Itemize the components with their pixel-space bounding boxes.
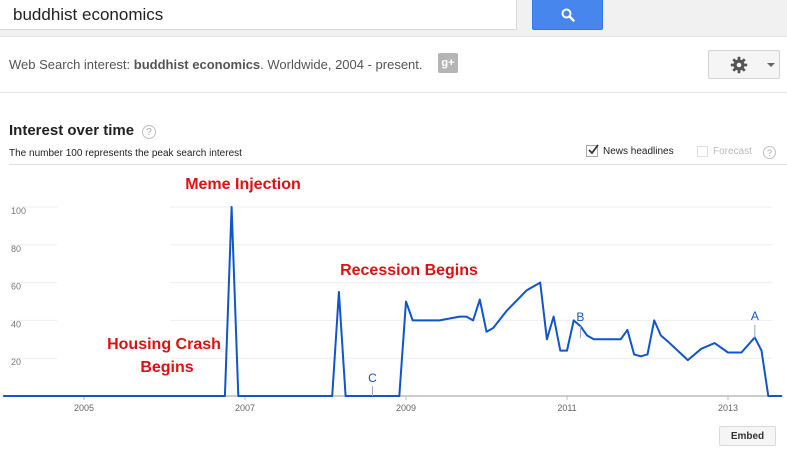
embed-label: Embed (730, 430, 765, 442)
y-tick-label: 20 (11, 357, 21, 367)
data-point (546, 338, 548, 341)
summary-term: buddhist economics (133, 57, 261, 72)
data-point (338, 291, 340, 293)
search-icon (561, 8, 575, 22)
y-tick-label: 60 (11, 282, 21, 292)
data-point (760, 349, 763, 352)
data-point (505, 310, 508, 312)
data-point (686, 359, 689, 361)
google-plus-icon[interactable]: g+ (438, 53, 458, 73)
chevron-down-icon (767, 63, 775, 67)
data-point (572, 319, 575, 322)
embed-button[interactable]: Embed (719, 426, 776, 446)
search-box (0, 0, 517, 30)
data-point (237, 395, 240, 397)
data-point (646, 353, 649, 356)
data-point (666, 340, 669, 342)
help-icon[interactable]: ? (142, 125, 156, 139)
summary-prefix: Web Search interest: (9, 57, 134, 72)
search-bar (0, 0, 787, 37)
data-point (740, 351, 743, 354)
data-point (472, 319, 474, 322)
summary-suffix: . Worldwide, 2004 - present. (260, 57, 423, 72)
series-line (3, 206, 782, 397)
chart-subtitle: The number 100 represents the peak searc… (9, 148, 242, 159)
data-point (230, 206, 233, 208)
data-point (566, 349, 568, 352)
annotation-meme-injection: Meme Injection (185, 176, 301, 193)
data-point (727, 351, 729, 354)
forecast-label[interactable]: Forecast (713, 146, 752, 157)
data-point (2, 395, 5, 397)
data-point (485, 330, 488, 333)
data-point (619, 338, 622, 341)
news-marker-label: B (576, 310, 584, 324)
data-point (700, 347, 702, 350)
forecast-help-icon[interactable]: ? (763, 146, 776, 159)
data-point (344, 395, 347, 397)
data-point (492, 327, 495, 329)
data-point (780, 395, 783, 397)
summary-row: Web Search interest: buddhist economics.… (0, 37, 787, 93)
data-point (458, 315, 461, 318)
data-point (552, 315, 555, 318)
x-tick-label: 2005 (74, 403, 94, 413)
x-tick-label: 2013 (718, 403, 738, 413)
data-point (593, 338, 595, 341)
data-point (767, 395, 770, 397)
settings-button[interactable] (708, 50, 780, 79)
data-point (224, 395, 226, 397)
data-point (331, 395, 334, 397)
y-tick-label: 100 (11, 206, 26, 216)
checkmark-icon (588, 144, 599, 155)
google-plus-label: g+ (441, 57, 455, 69)
section-title: Interest over time (9, 122, 135, 139)
x-tick-label: 2011 (557, 403, 576, 413)
y-tick-label: 80 (11, 244, 21, 254)
chart-divider (9, 164, 787, 165)
search-input[interactable] (0, 0, 516, 29)
annotation-housing-crash: Housing Crash (107, 336, 221, 353)
data-point (405, 300, 407, 303)
data-point (633, 353, 635, 356)
x-tick-label: 2009 (396, 403, 416, 413)
data-point (438, 319, 441, 322)
news-marker-label: C (368, 371, 377, 385)
data-point (660, 334, 662, 337)
forecast-help-label: ? (766, 147, 772, 158)
data-point (653, 319, 656, 322)
help-icon-label: ? (146, 126, 152, 138)
data-point (465, 315, 468, 318)
data-point (411, 319, 414, 322)
data-point (525, 289, 528, 291)
interest-chart: 20 40 60 80 100 2005 2007 2009 2011 2013 A B C Meme I… (2, 176, 783, 413)
data-point (713, 342, 716, 344)
news-marker-label: A (751, 309, 759, 323)
data-point (599, 338, 602, 341)
annotation-recession-begins: Recession Begins (340, 262, 478, 279)
data-point (639, 355, 642, 358)
news-headlines-label[interactable]: News headlines (603, 146, 674, 157)
forecast-checkbox[interactable] (697, 146, 708, 157)
summary-text: Web Search interest: buddhist economics.… (9, 57, 423, 72)
annotation-housing-crash-begins: Begins (140, 359, 193, 376)
x-tick-label: 2007 (235, 403, 255, 413)
y-tick-label: 40 (11, 319, 21, 329)
data-point (586, 334, 588, 337)
news-headlines-checkbox[interactable] (586, 144, 599, 157)
search-button[interactable] (532, 0, 603, 30)
gear-icon (730, 56, 748, 74)
data-point (478, 298, 481, 301)
data-point (559, 349, 562, 352)
data-point (539, 281, 541, 284)
data-point (398, 395, 401, 397)
data-point (626, 329, 629, 331)
